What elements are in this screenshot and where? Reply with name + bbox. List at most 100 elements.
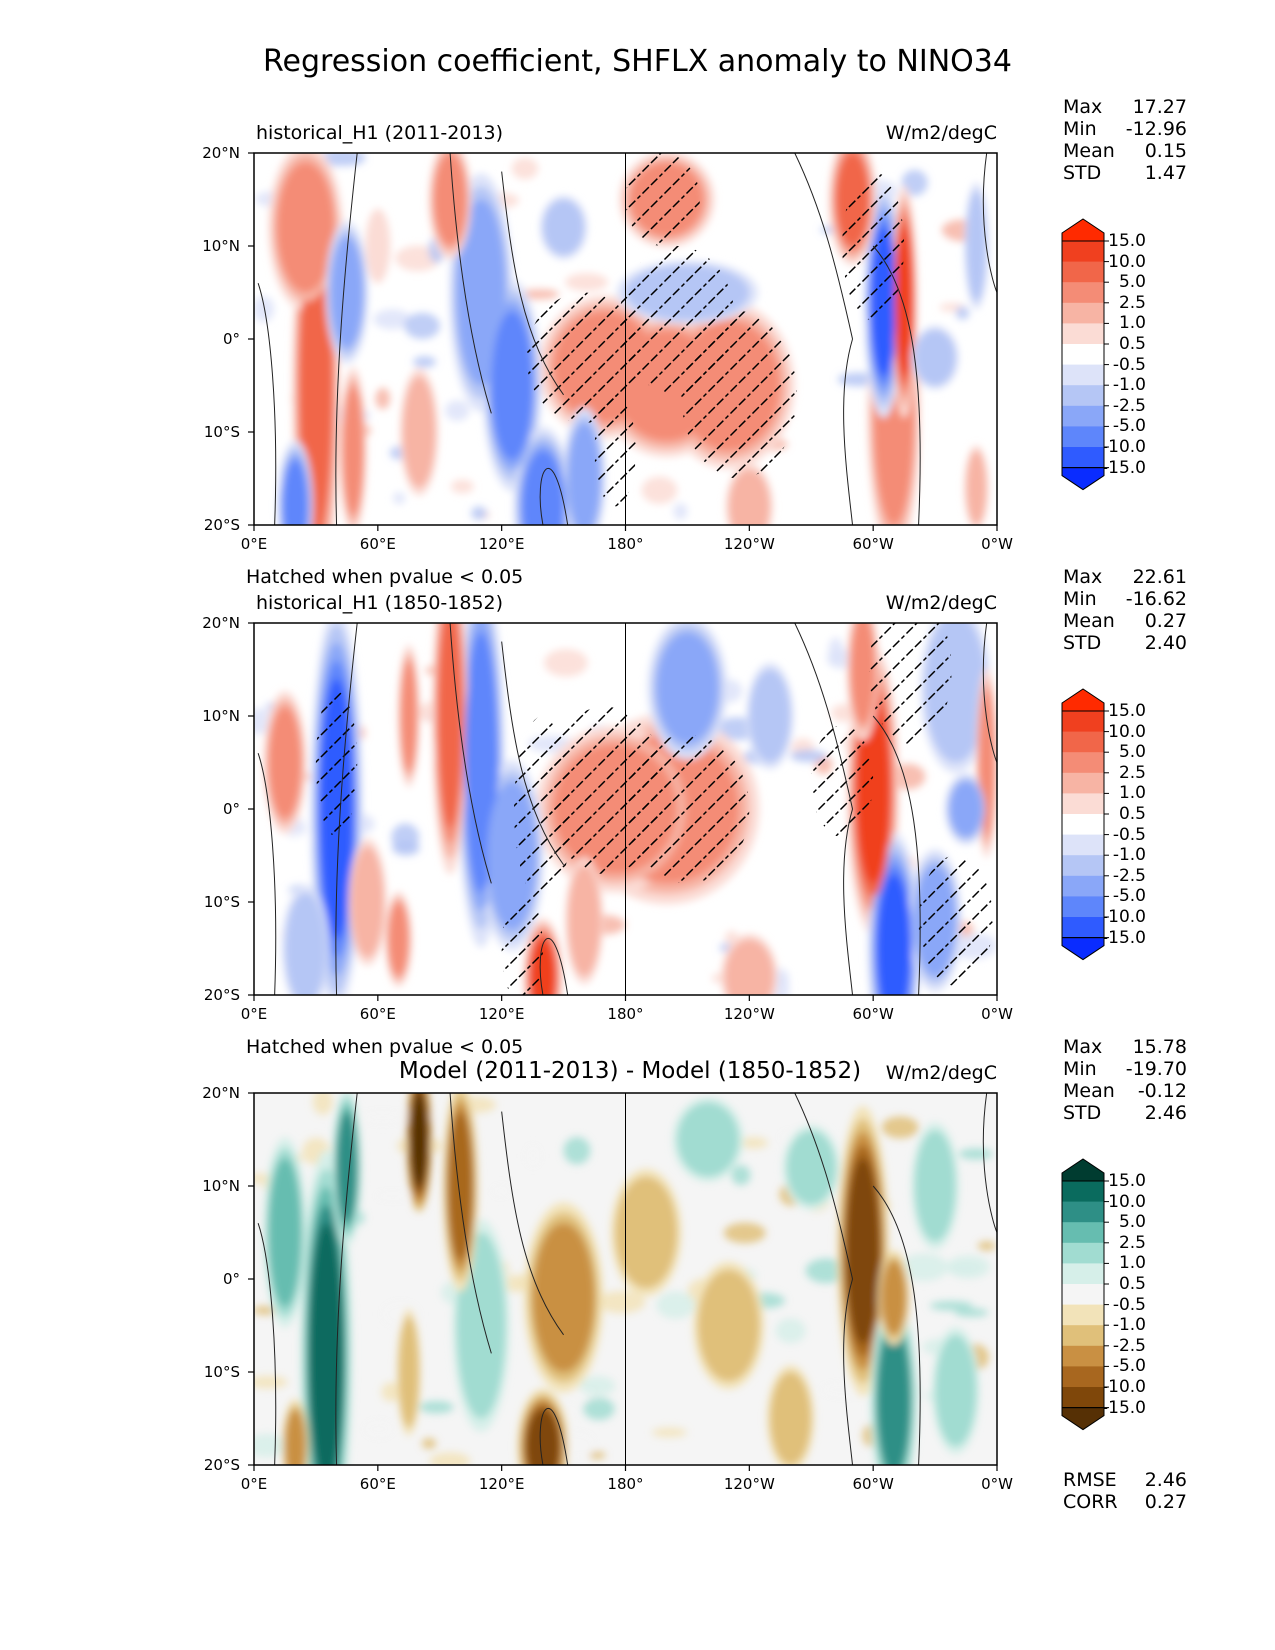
- field-noise: [775, 1318, 806, 1344]
- field-anomaly: [769, 1372, 812, 1465]
- panel-units: W/m2/degC: [885, 1062, 997, 1084]
- colorbar-label: 10.0: [1108, 1191, 1146, 1212]
- x-tick-label: 0°E: [240, 1475, 268, 1493]
- field-noise: [656, 1291, 696, 1319]
- colorbar-extend-max: [1061, 688, 1105, 712]
- colorbar-label: 1.0: [1118, 1253, 1146, 1274]
- field-anomaly: [342, 385, 364, 516]
- colorbar-label: 15.0: [1108, 701, 1146, 721]
- coastline: [257, 1223, 277, 1465]
- field-anomaly: [850, 623, 876, 726]
- field-noise: [254, 296, 275, 323]
- colorbar-band: [1062, 917, 1104, 939]
- stat-value: 15.78: [1132, 1036, 1187, 1058]
- panel-subtitle: historical_H1 (2011-2013): [256, 122, 504, 144]
- colorbar-frame: [1061, 710, 1105, 939]
- stat-row: Min -12.96: [1063, 118, 1187, 140]
- colorbar-label: 0.5: [1118, 334, 1146, 354]
- field-anomaly: [284, 892, 327, 995]
- coastline: [449, 153, 492, 414]
- colorbar-label: -1.0: [1112, 1315, 1146, 1336]
- stat-value: 1.47: [1144, 162, 1187, 184]
- stat-row: Max 17.27: [1063, 96, 1187, 118]
- field-noise: [731, 1165, 751, 1186]
- coastline: [794, 623, 854, 810]
- field-anomaly: [284, 1409, 306, 1465]
- stat-label: Min: [1063, 588, 1097, 610]
- stat-value: 2.40: [1144, 632, 1187, 654]
- colorbar-extend-min: [1061, 1407, 1105, 1431]
- stats-block: Max 17.27 Min -12.96 Mean 0.15 STD 1.47: [1063, 96, 1187, 184]
- y-tick-label: 10°S: [203, 1363, 240, 1381]
- field-noise: [290, 834, 314, 845]
- field-anomaly: [567, 864, 601, 977]
- significance-hatch: [811, 725, 874, 837]
- metric-value: 2.46: [1144, 1469, 1187, 1491]
- colorbar-band: [1062, 447, 1104, 469]
- field-anomaly: [268, 706, 302, 819]
- significance-hatch: [625, 153, 700, 246]
- colorbar-band: [1062, 814, 1104, 836]
- field-noise: [901, 169, 928, 196]
- colorbar-band: [1062, 405, 1104, 427]
- colorbar-band: [1062, 1242, 1104, 1264]
- colorbar-band: [1062, 344, 1104, 366]
- x-tick-label: 180°: [607, 1475, 644, 1493]
- significance-hatch: [514, 716, 572, 902]
- x-tick-label: 180°: [607, 1005, 644, 1023]
- field-anomaly: [542, 199, 585, 256]
- significance-hatch: [594, 394, 636, 507]
- colorbar-label: 10.0: [1108, 721, 1146, 742]
- field-noise: [881, 1116, 919, 1139]
- field-noise: [900, 1253, 948, 1282]
- colorbar-label: 2.5: [1118, 292, 1146, 313]
- x-tick-label: 60°E: [359, 1005, 396, 1023]
- field-anomaly: [567, 422, 601, 525]
- field-noise: [511, 157, 539, 180]
- field-noise: [563, 1136, 591, 1165]
- stat-label: Max: [1063, 1036, 1103, 1058]
- field-noise: [525, 1144, 541, 1167]
- field-anomaly: [846, 1158, 880, 1345]
- field-anomaly: [966, 190, 987, 302]
- field-noise: [947, 1255, 990, 1279]
- stats-block: Max 22.61 Min -16.62 Mean 0.27 STD 2.40: [1063, 566, 1187, 654]
- stats-block: Max 15.78 Min -19.70 Mean -0.12 STD 2.46: [1063, 1036, 1187, 1124]
- field-anomaly: [433, 153, 467, 246]
- field-noise: [723, 1222, 766, 1244]
- colorbar-band: [1062, 752, 1104, 774]
- y-tick-label: 20°S: [203, 516, 240, 534]
- map-panel-2: [254, 623, 997, 995]
- stat-row: Mean 0.27: [1063, 610, 1187, 632]
- coastline: [843, 808, 854, 995]
- stat-row: Max 15.78: [1063, 1036, 1187, 1058]
- colorbar-extend-max: [1061, 1158, 1105, 1182]
- colorbar-label: -15.0: [1102, 457, 1146, 478]
- colorbar-band: [1062, 282, 1104, 304]
- stat-row: STD 1.47: [1063, 162, 1187, 184]
- field-anomaly: [268, 1158, 302, 1307]
- field-anomaly: [877, 1325, 911, 1465]
- field-noise: [373, 309, 411, 330]
- coastline: [501, 171, 564, 396]
- stat-row: Max 22.61: [1063, 566, 1187, 588]
- field-anomaly: [398, 1316, 420, 1428]
- stat-label: Max: [1063, 566, 1103, 588]
- x-tick-label: 120°W: [723, 1475, 775, 1493]
- x-tick-label: 0°W: [981, 1005, 1013, 1023]
- coastline: [872, 715, 921, 995]
- coastline: [501, 641, 564, 866]
- y-tick-label: 20°N: [202, 614, 240, 632]
- colorbar-label: -15.0: [1102, 927, 1146, 948]
- field-anomaly: [749, 669, 791, 763]
- field-noise: [805, 1258, 847, 1284]
- colorbar-extend-max: [1061, 218, 1105, 242]
- field-noise: [375, 387, 391, 410]
- field-noise: [597, 1290, 646, 1314]
- y-tick-label: 20°N: [202, 1084, 240, 1102]
- colorbar-band: [1062, 1263, 1104, 1285]
- field-noise: [404, 312, 441, 339]
- metric-row: CORR 0.27: [1063, 1491, 1187, 1513]
- field-anomaly: [365, 208, 391, 284]
- field-anomaly: [656, 632, 719, 744]
